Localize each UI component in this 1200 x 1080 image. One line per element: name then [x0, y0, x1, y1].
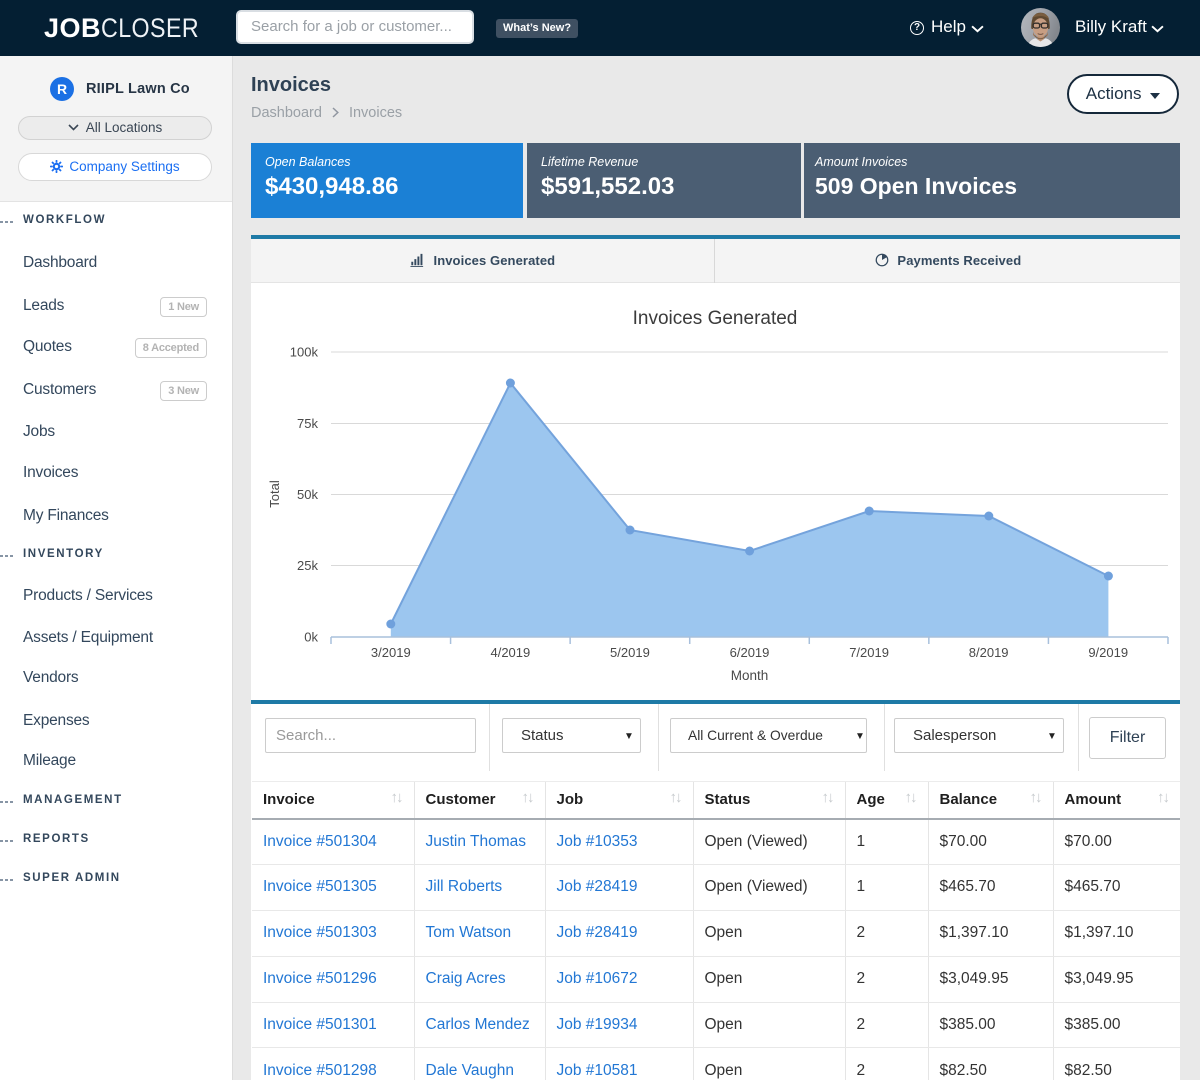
svg-text:4/2019: 4/2019 [490, 645, 530, 660]
svg-text:25k: 25k [297, 558, 318, 573]
svg-text:7/2019: 7/2019 [849, 645, 889, 660]
svg-text:3/2019: 3/2019 [371, 645, 411, 660]
svg-text:6/2019: 6/2019 [730, 645, 770, 660]
svg-text:Month: Month [731, 668, 769, 683]
svg-text:8/2019: 8/2019 [969, 645, 1009, 660]
svg-text:Total: Total [267, 480, 282, 508]
svg-text:Invoices Generated: Invoices Generated [633, 308, 798, 329]
svg-text:100k: 100k [290, 345, 319, 360]
svg-text:9/2019: 9/2019 [1088, 645, 1128, 660]
svg-text:5/2019: 5/2019 [610, 645, 650, 660]
svg-text:0k: 0k [304, 630, 318, 645]
svg-text:50k: 50k [297, 487, 318, 502]
svg-text:75k: 75k [297, 416, 318, 431]
